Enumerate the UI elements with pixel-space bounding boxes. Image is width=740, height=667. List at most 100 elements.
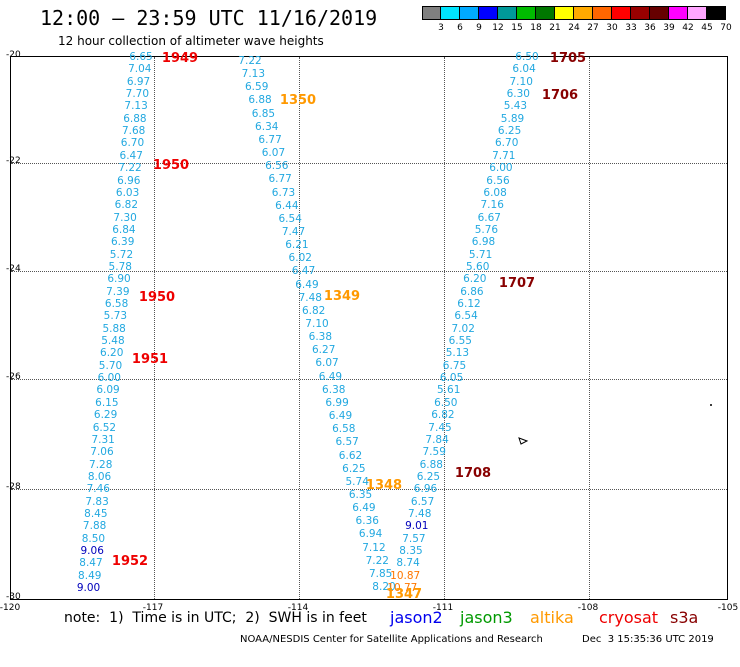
wave-height-value: 7.22 (365, 554, 389, 567)
colorbar-swatch (555, 6, 574, 20)
wave-height-value: 6.88 (419, 458, 443, 471)
wave-height-value: 10.77 (387, 582, 418, 595)
colorbar-label: 27 (587, 23, 599, 33)
pass-time-label: 1950 (152, 158, 190, 173)
wave-height-value: 8.45 (84, 507, 108, 520)
latitude-tick-label: -20 (6, 50, 21, 60)
wave-height-value: 6.44 (275, 199, 299, 212)
wave-height-value: 6.77 (268, 173, 292, 186)
colorbar-swatch (479, 6, 498, 20)
pass-time-label: 1706 (541, 88, 579, 103)
wave-height-value: 5.43 (503, 100, 528, 113)
pass-time-label: 1350 (279, 93, 317, 108)
colorbar-label: 15 (511, 23, 523, 33)
wave-height-value: 7.22 (118, 162, 142, 175)
wave-height-value: 9.00 (76, 582, 101, 595)
wave-height-value: 7.06 (90, 446, 114, 459)
wave-height-value: 6.07 (315, 357, 339, 370)
wave-height-value: 7.02 (451, 322, 475, 335)
wave-height-value: 6.25 (342, 462, 366, 475)
wave-height-value: 6.30 (506, 88, 530, 101)
wave-height-value: 6.86 (460, 285, 484, 298)
wave-height-value: 7.28 (89, 458, 113, 471)
wave-height-value: 7.88 (82, 520, 107, 533)
wave-height-value: 7.68 (121, 125, 146, 138)
wave-height-value: 6.96 (117, 174, 141, 187)
latitude-tick-label: -28 (6, 482, 21, 492)
colorbar-swatch (460, 6, 479, 20)
wave-height-value: 7.10 (509, 75, 533, 88)
longitude-gridline (299, 57, 300, 599)
wave-height-value: 6.94 (358, 528, 383, 541)
wave-height-value: 7.22 (238, 55, 262, 67)
pass-time-label: 1708 (454, 466, 492, 481)
longitude-tick-label: -105 (717, 603, 739, 613)
colorbar-label: 24 (568, 23, 580, 33)
wave-height-value: 6.70 (120, 137, 145, 150)
wave-height-value: 8.50 (81, 532, 106, 545)
wave-height-value: 6.49 (295, 278, 319, 291)
colorbar-label: 42 (682, 23, 694, 33)
wave-height-value: 7.48 (298, 291, 322, 304)
colorbar-swatch (517, 6, 536, 20)
longitude-gridline (589, 57, 590, 599)
pass-time-label: 1348 (365, 478, 403, 493)
wave-height-value: 6.62 (338, 449, 363, 462)
wave-height-value: 6.25 (497, 125, 522, 138)
wave-height-value: 6.38 (322, 383, 346, 396)
wave-height-value: 6.04 (512, 63, 536, 76)
colorbar-swatch (688, 6, 707, 20)
pass-time-label: 1705 (549, 51, 587, 66)
wave-height-value: 6.59 (244, 81, 269, 94)
wave-height-value: 6.57 (410, 495, 435, 508)
legend-cryosat: cryosat (599, 608, 659, 627)
wave-height-value: 7.57 (402, 532, 426, 545)
wave-height-value: 6.52 (92, 421, 117, 434)
wave-height-value: 6.49 (328, 410, 353, 423)
wave-height-value: 6.07 (261, 147, 286, 160)
chart-subtitle: 12 hour collection of altimeter wave hei… (58, 34, 324, 48)
pass-time-label: 1349 (323, 289, 361, 304)
wave-height-value: 7.48 (407, 507, 432, 520)
wave-height-value: 6.97 (126, 75, 151, 88)
pass-time-label: 1707 (498, 276, 536, 291)
wave-height-value: 7.59 (422, 446, 446, 459)
wave-height-value: 7.12 (362, 541, 386, 554)
wave-height-value: 7.39 (106, 285, 130, 298)
colorbar-label: 18 (530, 23, 542, 33)
wave-height-value: 6.65 (129, 51, 153, 63)
wave-height-value: 7.47 (281, 225, 306, 238)
credit-source: NOAA/NESDIS Center for Satellite Applica… (240, 634, 543, 645)
wave-height-value: 5.72 (109, 248, 134, 261)
legend-jason2: jason2 (390, 608, 443, 627)
pass-time-label: 1950 (138, 290, 176, 305)
wave-height-value: 8.06 (87, 470, 112, 483)
footnote: note: 1) Time is in UTC; 2) SWH is in fe… (64, 610, 367, 626)
wave-height-value: 5.89 (500, 112, 525, 125)
colorbar-swatch (612, 6, 631, 20)
wave-height-value: 6.27 (311, 344, 336, 357)
latitude-gridline (11, 379, 727, 380)
wave-height-value: 6.58 (104, 298, 129, 310)
colorbar-label: 45 (701, 23, 713, 33)
wave-height-value: 6.58 (332, 423, 356, 436)
pass-time-label: 1949 (161, 51, 199, 66)
wave-height-value: 6.34 (255, 120, 279, 133)
wave-height-value: 6.08 (483, 186, 507, 199)
wave-height-value: 8.20 (372, 581, 396, 593)
wave-height-value: 7.70 (125, 88, 150, 101)
pass-time-label: 1951 (131, 352, 169, 367)
wave-height-value: 6.56 (486, 174, 510, 187)
wave-height-value: 6.03 (115, 186, 140, 199)
credit-timestamp: Dec 3 15:35:36 UTC 2019 (582, 634, 714, 645)
longitude-tick-label: -117 (142, 603, 164, 613)
wave-height-value: 5.76 (474, 223, 499, 236)
wave-height-value: 5.48 (101, 335, 125, 348)
wave-height-value: 6.67 (477, 211, 501, 224)
colorbar-label: 3 (438, 23, 444, 33)
latitude-tick-label: -30 (6, 592, 21, 602)
colorbar-label: 6 (457, 23, 463, 33)
wave-height-value: 6.47 (119, 149, 143, 162)
wave-height-value: 5.60 (465, 260, 490, 273)
colorbar-label: 36 (644, 23, 656, 33)
